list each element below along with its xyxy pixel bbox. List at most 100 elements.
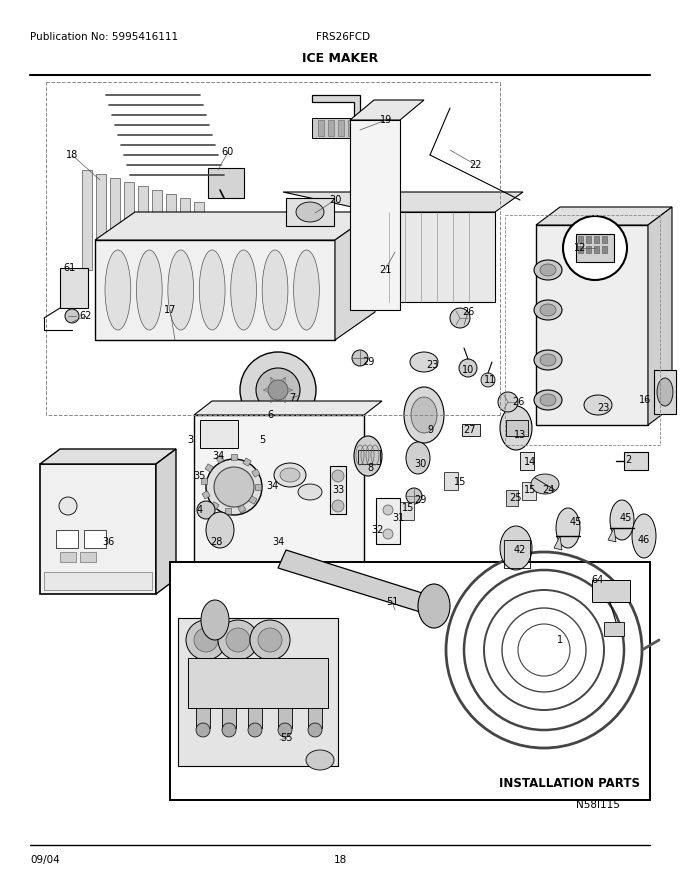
Text: 3: 3 [187, 435, 193, 445]
Text: 14: 14 [524, 457, 536, 467]
Bar [211, 502, 219, 510]
Text: 22: 22 [470, 160, 482, 170]
Ellipse shape [199, 250, 225, 330]
Polygon shape [156, 449, 176, 594]
Bar [506, 420, 528, 436]
Circle shape [194, 628, 218, 652]
Ellipse shape [540, 394, 556, 406]
Bar [60, 552, 76, 562]
Ellipse shape [262, 250, 288, 330]
Circle shape [196, 723, 210, 737]
Bar [194, 415, 364, 570]
Ellipse shape [418, 584, 450, 628]
Bar [594, 236, 599, 243]
Circle shape [383, 529, 393, 539]
Bar [208, 168, 244, 198]
Text: 17: 17 [164, 305, 176, 315]
Ellipse shape [105, 250, 131, 330]
Text: 8: 8 [367, 463, 373, 473]
Ellipse shape [206, 512, 234, 548]
Bar [522, 482, 536, 500]
Bar [188, 658, 328, 708]
Polygon shape [152, 190, 162, 290]
Text: 28: 28 [210, 537, 222, 547]
Text: 10: 10 [462, 365, 474, 375]
Circle shape [218, 620, 258, 660]
Text: 61: 61 [64, 263, 76, 273]
Text: 18: 18 [333, 855, 347, 865]
Circle shape [308, 723, 322, 737]
Circle shape [563, 216, 627, 280]
Circle shape [459, 359, 477, 377]
Ellipse shape [584, 395, 612, 415]
Bar [444, 472, 458, 490]
Polygon shape [166, 194, 176, 294]
Ellipse shape [168, 250, 194, 330]
Ellipse shape [534, 390, 562, 410]
Ellipse shape [404, 387, 444, 443]
Text: 26: 26 [462, 307, 474, 317]
Text: 34: 34 [266, 481, 278, 491]
Ellipse shape [657, 378, 673, 406]
Bar [576, 234, 614, 262]
Text: 27: 27 [464, 425, 476, 435]
Ellipse shape [406, 442, 430, 474]
Bar [225, 508, 231, 514]
Text: 62: 62 [80, 311, 92, 321]
Bar [252, 469, 260, 477]
Text: 60: 60 [222, 147, 234, 157]
Text: 21: 21 [379, 265, 391, 275]
Bar [376, 498, 400, 544]
Circle shape [332, 500, 344, 512]
Circle shape [278, 723, 292, 737]
Text: Publication No: 5995416111: Publication No: 5995416111 [30, 32, 178, 42]
Text: 45: 45 [619, 513, 632, 523]
Ellipse shape [306, 750, 334, 770]
Bar [44, 572, 152, 590]
Bar [506, 490, 518, 506]
Text: 6: 6 [267, 410, 273, 420]
Text: 46: 46 [638, 535, 650, 545]
Bar [578, 246, 583, 253]
Text: 26: 26 [512, 397, 524, 407]
Text: 4: 4 [197, 505, 203, 515]
Text: 25: 25 [510, 493, 522, 503]
Text: 19: 19 [380, 115, 392, 125]
Circle shape [65, 309, 79, 323]
Bar [520, 452, 534, 470]
Bar [178, 618, 338, 766]
Circle shape [186, 620, 226, 660]
Bar [231, 454, 237, 460]
Bar [200, 420, 238, 448]
Bar [338, 120, 344, 136]
Text: 9: 9 [427, 425, 433, 435]
Bar [196, 708, 210, 728]
Polygon shape [608, 528, 616, 542]
Text: 34: 34 [272, 537, 284, 547]
Bar [654, 370, 676, 414]
Circle shape [250, 620, 290, 660]
Circle shape [256, 368, 300, 412]
Polygon shape [82, 170, 92, 270]
Text: 33: 33 [332, 485, 344, 495]
Bar [602, 236, 607, 243]
Bar [56, 530, 78, 548]
Bar [578, 236, 583, 243]
Bar [312, 118, 360, 138]
Circle shape [450, 308, 470, 328]
Bar [462, 424, 480, 436]
Bar [249, 496, 257, 504]
Bar [170, 562, 650, 800]
Polygon shape [40, 449, 176, 464]
Circle shape [383, 505, 393, 515]
Ellipse shape [534, 260, 562, 280]
Text: 15: 15 [454, 477, 466, 487]
Polygon shape [283, 192, 523, 212]
Text: FRS26FCD: FRS26FCD [316, 32, 370, 42]
Ellipse shape [280, 468, 300, 482]
Text: 34: 34 [212, 451, 224, 461]
Text: 23: 23 [426, 360, 438, 370]
Text: 09/04: 09/04 [30, 855, 60, 865]
Ellipse shape [294, 250, 320, 330]
Text: 29: 29 [362, 357, 374, 367]
